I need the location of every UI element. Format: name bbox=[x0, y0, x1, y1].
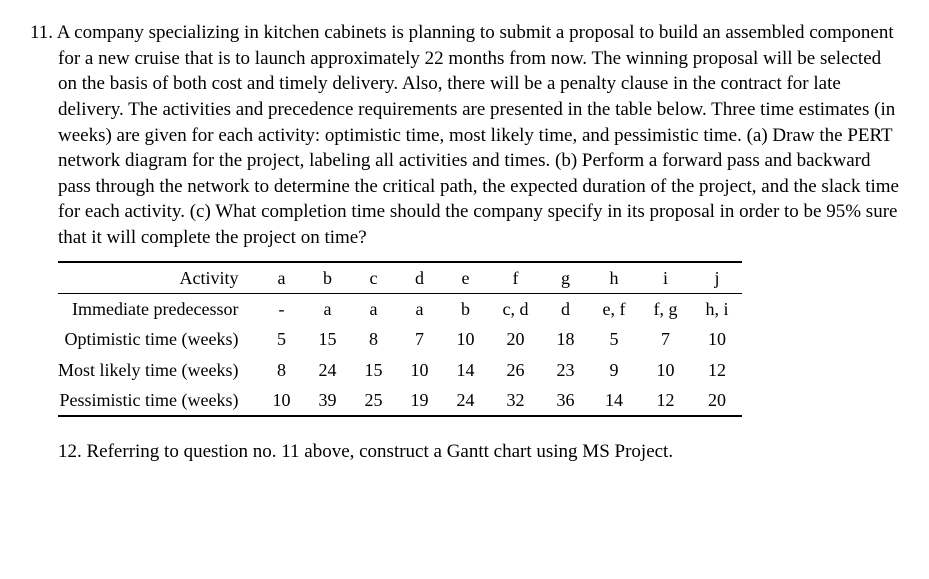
col-header: a bbox=[258, 262, 304, 294]
cell: 23 bbox=[542, 355, 588, 385]
question-number: 11. bbox=[30, 22, 53, 43]
cell: 10 bbox=[691, 324, 742, 354]
cell: b bbox=[442, 294, 488, 325]
cell: 8 bbox=[258, 355, 304, 385]
cell: a bbox=[396, 294, 442, 325]
cell: 10 bbox=[442, 324, 488, 354]
col-header: j bbox=[691, 262, 742, 294]
row-label: Immediate predecessor bbox=[58, 294, 258, 325]
cell: 24 bbox=[304, 355, 350, 385]
question-text: A company specializing in kitchen cabine… bbox=[57, 22, 899, 248]
cell: 10 bbox=[639, 355, 691, 385]
cell: 39 bbox=[304, 385, 350, 416]
cell: 18 bbox=[542, 324, 588, 354]
table-row: Optimistic time (weeks) 5 15 8 7 10 20 1… bbox=[58, 324, 742, 354]
col-header: i bbox=[639, 262, 691, 294]
cell: 14 bbox=[588, 385, 639, 416]
cell: 7 bbox=[396, 324, 442, 354]
cell: 20 bbox=[488, 324, 542, 354]
question-11: 11. A company specializing in kitchen ca… bbox=[30, 20, 899, 251]
cell: 15 bbox=[304, 324, 350, 354]
cell: 24 bbox=[442, 385, 488, 416]
row-label: Optimistic time (weeks) bbox=[58, 324, 258, 354]
cell: 12 bbox=[691, 355, 742, 385]
cell: 10 bbox=[396, 355, 442, 385]
cell: a bbox=[304, 294, 350, 325]
cell: 14 bbox=[442, 355, 488, 385]
cell: 19 bbox=[396, 385, 442, 416]
cell: 15 bbox=[350, 355, 396, 385]
cell: - bbox=[258, 294, 304, 325]
cell: a bbox=[350, 294, 396, 325]
row-label: Most likely time (weeks) bbox=[58, 355, 258, 385]
cell: c, d bbox=[488, 294, 542, 325]
col-header: h bbox=[588, 262, 639, 294]
cell: e, f bbox=[588, 294, 639, 325]
cell: 20 bbox=[691, 385, 742, 416]
cell: 26 bbox=[488, 355, 542, 385]
row-label: Pessimistic time (weeks) bbox=[58, 385, 258, 416]
cell: f, g bbox=[639, 294, 691, 325]
cell: 7 bbox=[639, 324, 691, 354]
question-text: Referring to question no. 11 above, cons… bbox=[87, 441, 674, 462]
col-header: b bbox=[304, 262, 350, 294]
col-header: f bbox=[488, 262, 542, 294]
question-12: 12. Referring to question no. 11 above, … bbox=[30, 439, 899, 465]
header-label: Activity bbox=[58, 262, 258, 294]
cell: 5 bbox=[258, 324, 304, 354]
col-header: g bbox=[542, 262, 588, 294]
cell: 8 bbox=[350, 324, 396, 354]
table-row: Most likely time (weeks) 8 24 15 10 14 2… bbox=[58, 355, 742, 385]
cell: h, i bbox=[691, 294, 742, 325]
activity-table: Activity a b c d e f g h i j Immediate p… bbox=[58, 261, 742, 417]
col-header: e bbox=[442, 262, 488, 294]
table-row: Pessimistic time (weeks) 10 39 25 19 24 … bbox=[58, 385, 742, 416]
cell: 5 bbox=[588, 324, 639, 354]
col-header: c bbox=[350, 262, 396, 294]
table-row: Immediate predecessor - a a a b c, d d e… bbox=[58, 294, 742, 325]
cell: 36 bbox=[542, 385, 588, 416]
question-number: 12. bbox=[58, 441, 82, 462]
cell: 25 bbox=[350, 385, 396, 416]
cell: 9 bbox=[588, 355, 639, 385]
cell: d bbox=[542, 294, 588, 325]
col-header: d bbox=[396, 262, 442, 294]
cell: 12 bbox=[639, 385, 691, 416]
cell: 32 bbox=[488, 385, 542, 416]
table-header-row: Activity a b c d e f g h i j bbox=[58, 262, 742, 294]
cell: 10 bbox=[258, 385, 304, 416]
